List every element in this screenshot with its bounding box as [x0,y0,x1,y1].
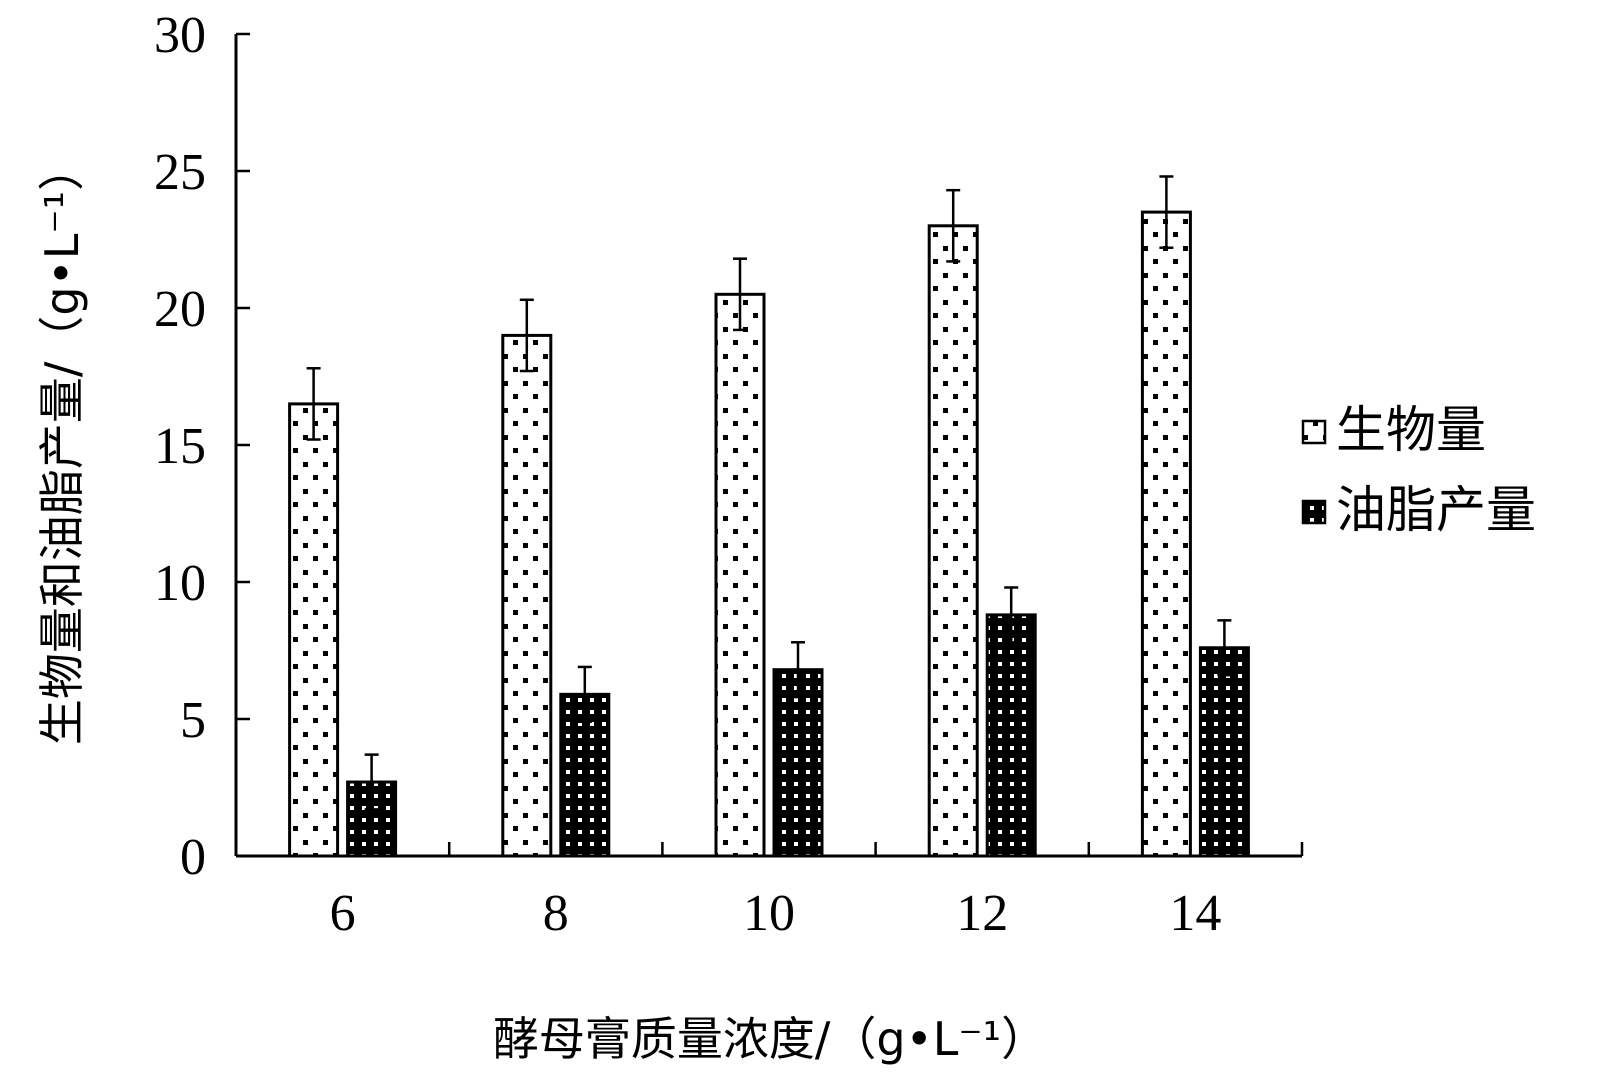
x-ticks [234,842,1304,856]
error-bars [306,175,1232,811]
bar-biomass-12 [927,224,979,858]
legend-swatch [1301,499,1327,525]
y-tick-label: 0 [180,829,206,886]
x-tick-label: 12 [956,885,1008,942]
legend-swatch [1301,419,1327,445]
bar-biomass-10 [714,292,766,858]
x-axis-title: 酵母膏质量浓度/（g•L⁻¹） [493,1012,1047,1066]
bar-lipid-10 [772,668,824,858]
bar-biomass-6 [288,402,340,858]
bar-biomass-8 [501,333,553,858]
legend-label: 生物量 [1336,401,1486,459]
y-axis-title: 生物量和油脂产量/（g•L⁻¹） [35,145,89,745]
bar-lipid-14 [1198,646,1250,858]
x-tick-label: 10 [743,885,795,942]
y-tick-label: 5 [180,692,206,749]
y-ticks [236,32,250,858]
y-tick-label: 30 [154,7,206,64]
x-tick-label: 14 [1169,885,1221,942]
x-tick-labels: 6 8 10 12 14 [330,885,1222,942]
legend-label: 油脂产量 [1336,481,1536,539]
y-tick-label: 20 [154,281,206,338]
y-tick-label: 25 [154,144,206,201]
y-tick-labels: 0 5 10 15 20 25 30 [154,7,206,886]
bars [288,210,1250,858]
bar-biomass-14 [1140,210,1192,858]
x-tick-label: 8 [543,885,569,942]
y-tick-label: 15 [154,418,206,475]
x-tick-label: 6 [330,885,356,942]
y-tick-label: 10 [154,555,206,612]
bar-lipid-12 [985,613,1037,858]
